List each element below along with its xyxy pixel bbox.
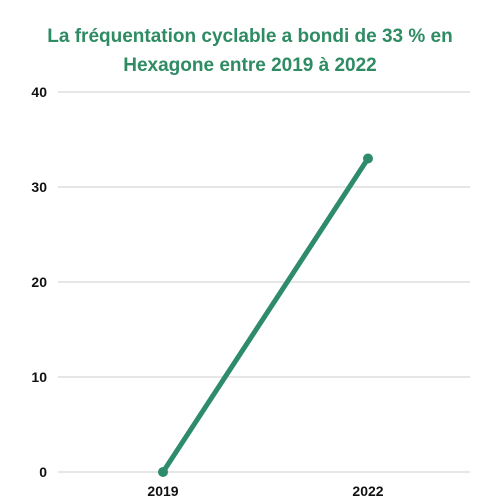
- y-tick-label: 30: [31, 179, 47, 195]
- gridlines: [58, 91, 470, 473]
- series-line: [160, 156, 371, 475]
- chart-title-line-1: La fréquentation cyclable a bondi de 33 …: [47, 26, 453, 47]
- chart-title-line-2: Hexagone entre 2019 à 2022: [123, 55, 377, 76]
- data-point-2019: [158, 467, 168, 477]
- y-tick-label: 20: [31, 274, 47, 290]
- x-axis-ticks: 2019 2022: [147, 483, 383, 499]
- data-point-2022: [363, 153, 373, 164]
- y-axis-ticks: 0 10 20 30 40: [31, 84, 47, 480]
- y-tick-label: 10: [31, 369, 47, 385]
- x-tick-label: 2022: [352, 483, 383, 499]
- y-tick-label: 0: [39, 464, 47, 480]
- series: [158, 153, 373, 477]
- x-tick-label: 2019: [147, 483, 178, 499]
- y-tick-label: 40: [31, 84, 47, 100]
- chart-title: La fréquentation cyclable a bondi de 33 …: [0, 22, 500, 80]
